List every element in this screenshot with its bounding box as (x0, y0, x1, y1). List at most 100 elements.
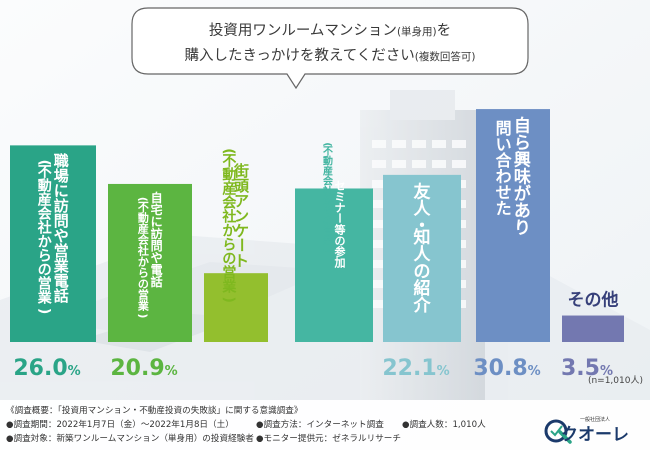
bar-label-0-sub-char-1: 不 (38, 165, 52, 181)
bar-label-3-main-char-3: ー (333, 212, 346, 223)
bar-0 (10, 145, 96, 342)
bar-label-0-main-char-3: 訪 (54, 197, 69, 215)
bar-label-2-main-char-1: 頭 (234, 177, 250, 195)
bar-1 (108, 183, 192, 342)
bar-label-1-sub-char-4: 会 (138, 232, 150, 246)
bar-label-5-sub-char-1: い (496, 135, 512, 154)
bar-label-3-sub-char-0: ( (321, 142, 332, 147)
bar-label-2-sub-char-3: 産 (222, 180, 236, 197)
survey-overview: 《調査概要：「投資用マンション・不動産投資の失敗談」に関する意識調査》 (6, 404, 302, 416)
bar-label-0-main-char-8: 電 (54, 272, 69, 290)
bar-label-1-sub-char-6: か (138, 255, 149, 268)
bar-label-4-main-char-7: 介 (413, 295, 432, 316)
bar-label-0-main-char-2: に (54, 182, 69, 200)
bar-label-1-sub-char-2: 動 (138, 210, 149, 224)
title-line1-main: 投資用ワンルームマンション (209, 22, 397, 39)
bar-label-text-6: その他 (568, 290, 619, 311)
bar-label-2-main-char-6: ト (234, 252, 249, 270)
bar-label-2-main-char-0: 街 (233, 162, 249, 180)
bar-label-1-sub-char-10: 業 (137, 298, 150, 312)
bar-label-3-main-char-7: 加 (334, 255, 346, 269)
bar-label-3-main-char-0: セ (335, 179, 346, 192)
value-label-0: 26.0% (13, 356, 80, 381)
bar-label-1-sub-char-9: 営 (138, 287, 149, 301)
bar-label-5-main-char-1: ら (514, 134, 531, 154)
bar-6 (562, 315, 624, 342)
bar-label-4-main-char-4: 人 (414, 245, 432, 265)
bar-label-1-main-char-5: や (151, 251, 163, 265)
bar-label-4-main-char-0: 友 (414, 181, 431, 202)
bar-label-6: その他 (568, 290, 619, 311)
title-line2-small: (複数回答可) (415, 50, 476, 63)
bar-label-5-sub-char-3: わ (496, 167, 512, 186)
brand-mark-icon (544, 419, 572, 444)
bar-label-5-main-char-3: 味 (514, 167, 531, 188)
bar-3 (295, 188, 373, 342)
bar-label-1-main-char-3: 訪 (151, 226, 163, 241)
survey-period: ●調査期間：2022年1月7日（金）〜2022年1月8日（土） (6, 418, 234, 430)
footer: 《調査概要：「投資用マンション・不動産投資の失敗談」に関する意識調査》 ●調査期… (0, 400, 650, 450)
bar-label-3-sub-char-6: か (323, 196, 333, 208)
survey-provider: ●モニター提供元：ゼネラルリサーチ (256, 432, 401, 444)
title-line2: 購入したきっかけを教えてください(複数回答可) (185, 47, 476, 64)
survey-method: ●調査方法：インターネット調査 (256, 418, 384, 430)
bars-group (10, 109, 624, 342)
bar-label-5-main-char-6: り (514, 219, 531, 239)
bar-label-1-sub-char-3: 産 (138, 221, 149, 235)
bar-label-2-main-char-4: ケ (234, 222, 249, 240)
brand-name: クオーレ (561, 425, 629, 445)
bar-5 (476, 109, 550, 342)
title-line2-main: 購入したきっかけを教えてください (185, 47, 415, 64)
bar-label-0-sub-char-10: 業 (37, 290, 53, 307)
bar-label-1-sub-char-8: の (138, 277, 149, 290)
bar-label-3-sub-char-4: 会 (323, 175, 333, 188)
bar-label-2-main-char-5: ー (232, 237, 250, 252)
bar-label-3-main-char-6: 参 (335, 244, 347, 258)
bar-4 (383, 174, 461, 342)
bar-label-3-main-char-5: の (335, 234, 346, 247)
bar-label-0-sub-char-7: ら (38, 249, 52, 265)
bar-label-0-main-char-1: 場 (54, 167, 69, 185)
bar-label-2-sub-char-11: ) (221, 296, 237, 302)
bar-label-2-sub-char-6: か (222, 223, 236, 239)
bar-label-2-sub-char-4: 会 (222, 194, 237, 211)
bar-labels-group: 職場に訪問や営業電話(不動産会社からの営業)自宅に訪問や電話(不動産会社からの営… (36, 116, 619, 319)
bar-label-2-sub-char-7: ら (222, 237, 236, 253)
bar-label-2-main-char-3: ン (234, 207, 249, 225)
bar-label-0-main-char-6: 営 (54, 242, 69, 260)
bar-label-1-sub-char-0: ( (137, 197, 150, 202)
bar-label-3-main-char-4: 等 (334, 222, 346, 236)
bar-label-0-sub-char-3: 産 (38, 192, 52, 209)
survey-count: ●調査人数：1,010人 (402, 418, 486, 430)
bar-label-4-main-char-3: 知 (413, 227, 431, 248)
bar-label-2-sub-char-2: 動 (222, 166, 236, 183)
brand-logo: 一般社団法人 クオーレ (544, 416, 629, 445)
bar-label-3-main-char-1: ミ (335, 190, 346, 203)
bar-label-3-sub-char-11: ) (321, 248, 332, 253)
value-label-6: 3.5% (561, 356, 613, 381)
bar-label-0-main-char-9: 話 (54, 287, 69, 305)
title-bubble: 投資用ワンルームマンション(単身用)を 購入したきっかけを教えてください(複数回… (131, 7, 529, 90)
survey-target: ●調査対象：新築ワンルームマンション（単身用）の投資経験者 (6, 432, 254, 444)
bar-label-0-sub-char-4: 会 (38, 206, 53, 223)
bar-label-1-main-char-4: 問 (151, 239, 163, 253)
bar-label-0-main-char-5: や (54, 227, 69, 245)
bar-label-3-sub-char-2: 動 (323, 155, 333, 168)
title-line1-small: (単身用) (397, 25, 437, 38)
bar-label-5-sub-char-0: 問 (496, 119, 512, 138)
bar-label-1-main-char-2: に (151, 215, 163, 229)
bar-label-0-sub-char-8: の (38, 263, 52, 279)
bar-label-5-main-char-0: 自 (514, 116, 531, 137)
bar-label-1-main-char-7: 話 (151, 274, 163, 289)
bar-label-1-sub-char-7: ら (138, 266, 149, 279)
bar-label-0-sub-char-5: 社 (37, 220, 52, 237)
bar-label-1-sub-char-1: 不 (138, 200, 149, 213)
bar-label-2-sub-char-9: 営 (222, 264, 236, 281)
bar-label-3-sub-char-9: 営 (323, 225, 333, 238)
title-line1-tail: を (437, 22, 452, 39)
sample-size-note: (n=1,010人) (588, 375, 643, 386)
